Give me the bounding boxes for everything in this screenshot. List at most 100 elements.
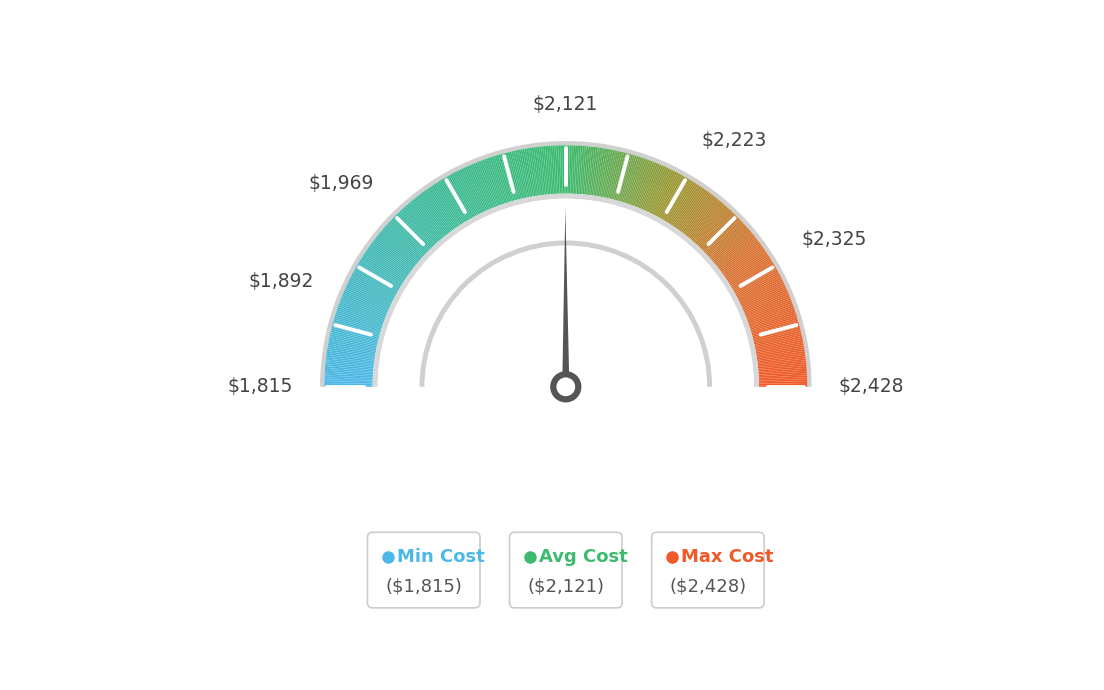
Text: Min Cost: Min Cost: [396, 548, 485, 566]
Wedge shape: [712, 228, 750, 262]
Wedge shape: [332, 323, 380, 337]
Wedge shape: [754, 333, 802, 345]
Wedge shape: [325, 377, 373, 381]
Wedge shape: [693, 206, 726, 243]
Wedge shape: [443, 178, 469, 221]
Wedge shape: [601, 149, 611, 197]
Wedge shape: [420, 194, 449, 233]
Wedge shape: [373, 240, 412, 270]
Wedge shape: [753, 327, 800, 340]
Wedge shape: [386, 224, 423, 258]
Wedge shape: [442, 179, 467, 221]
Wedge shape: [609, 152, 623, 199]
Wedge shape: [599, 149, 609, 197]
Wedge shape: [326, 358, 374, 366]
Wedge shape: [742, 288, 787, 308]
Wedge shape: [686, 197, 716, 236]
Wedge shape: [753, 325, 799, 339]
Wedge shape: [758, 385, 807, 387]
Wedge shape: [367, 250, 407, 278]
Wedge shape: [721, 244, 761, 273]
Wedge shape: [660, 176, 686, 219]
Wedge shape: [750, 314, 797, 330]
Wedge shape: [749, 308, 795, 326]
Wedge shape: [449, 175, 474, 217]
Wedge shape: [619, 155, 635, 201]
Wedge shape: [456, 170, 479, 215]
Wedge shape: [459, 169, 482, 213]
Wedge shape: [320, 141, 811, 387]
Wedge shape: [583, 146, 588, 195]
Wedge shape: [514, 150, 527, 198]
Wedge shape: [584, 146, 591, 195]
Wedge shape: [758, 383, 807, 385]
Wedge shape: [572, 146, 575, 194]
Wedge shape: [325, 373, 373, 377]
Wedge shape: [533, 147, 542, 195]
Wedge shape: [675, 187, 703, 228]
Wedge shape: [370, 245, 410, 275]
Wedge shape: [351, 274, 395, 298]
Wedge shape: [452, 173, 476, 217]
Wedge shape: [453, 172, 477, 216]
Wedge shape: [326, 362, 373, 368]
Wedge shape: [631, 159, 649, 206]
Wedge shape: [326, 360, 374, 367]
Wedge shape: [617, 154, 631, 201]
Wedge shape: [710, 226, 747, 259]
Wedge shape: [344, 289, 389, 310]
Wedge shape: [524, 148, 534, 197]
Wedge shape: [669, 183, 697, 224]
Wedge shape: [593, 148, 602, 196]
Wedge shape: [325, 381, 373, 384]
Wedge shape: [530, 148, 539, 196]
Wedge shape: [335, 314, 382, 330]
Wedge shape: [379, 233, 417, 265]
Wedge shape: [351, 275, 394, 299]
Wedge shape: [336, 312, 382, 328]
Wedge shape: [480, 160, 499, 206]
Wedge shape: [590, 147, 598, 195]
Wedge shape: [700, 213, 735, 249]
Wedge shape: [470, 164, 490, 210]
Wedge shape: [371, 244, 411, 273]
Wedge shape: [606, 150, 618, 198]
Wedge shape: [340, 299, 385, 319]
Wedge shape: [622, 155, 637, 202]
Wedge shape: [328, 344, 375, 353]
Wedge shape: [372, 194, 760, 387]
Wedge shape: [588, 147, 596, 195]
Wedge shape: [484, 159, 502, 205]
Wedge shape: [643, 165, 664, 210]
Wedge shape: [623, 156, 638, 203]
Wedge shape: [336, 310, 382, 327]
Wedge shape: [757, 355, 806, 362]
Wedge shape: [417, 195, 448, 234]
Wedge shape: [678, 190, 708, 230]
Wedge shape: [718, 237, 756, 268]
Wedge shape: [747, 305, 794, 323]
Wedge shape: [338, 307, 383, 324]
Wedge shape: [556, 146, 560, 194]
Wedge shape: [575, 146, 580, 194]
Wedge shape: [756, 349, 805, 358]
Wedge shape: [502, 153, 517, 201]
Wedge shape: [628, 158, 646, 204]
Wedge shape: [495, 155, 510, 202]
Wedge shape: [411, 201, 443, 239]
Wedge shape: [719, 239, 757, 270]
Wedge shape: [740, 282, 784, 304]
Wedge shape: [348, 282, 392, 304]
Wedge shape: [468, 165, 489, 210]
Wedge shape: [755, 336, 803, 348]
Wedge shape: [346, 286, 391, 307]
Wedge shape: [538, 147, 544, 195]
Wedge shape: [348, 281, 392, 303]
Wedge shape: [332, 325, 379, 339]
Wedge shape: [521, 149, 531, 197]
Wedge shape: [474, 163, 493, 208]
Wedge shape: [331, 327, 379, 340]
Wedge shape: [634, 161, 652, 206]
Wedge shape: [354, 269, 397, 294]
Wedge shape: [734, 269, 777, 294]
